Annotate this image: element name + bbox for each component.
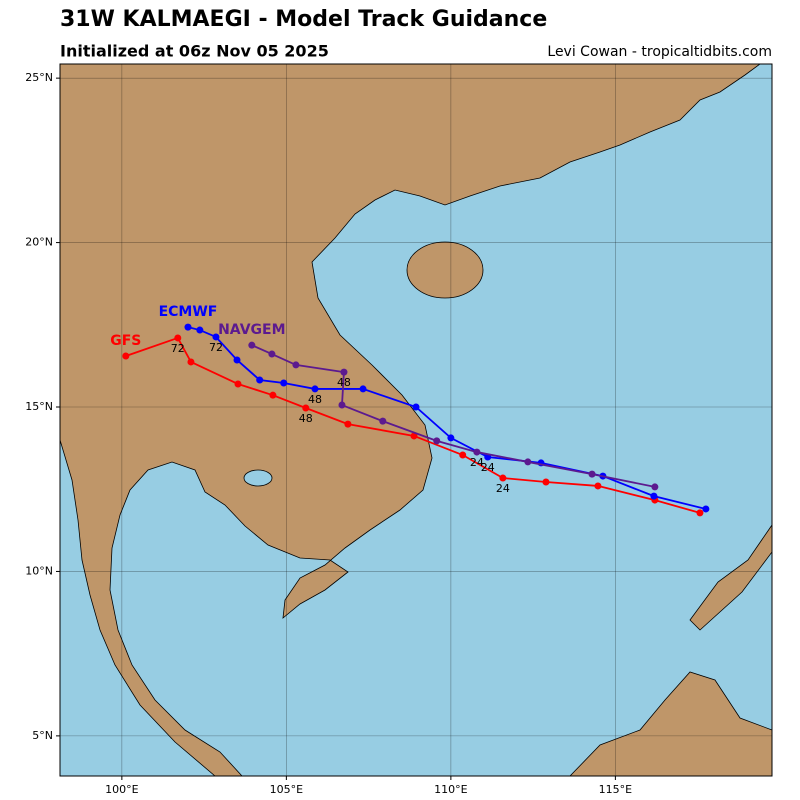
overlay: 100°E 105°E 110°E 115°E 5°N 10°N 15°N 20°N 25°N 2… [25,64,772,796]
track-point [234,380,242,388]
track-point [269,391,277,399]
track-point [280,379,288,387]
track-point [650,492,658,500]
track-point [248,341,256,349]
map [60,64,772,776]
hainan [406,241,484,299]
track-line [125,336,701,514]
x-tick-label: 105°E [270,783,303,796]
track-point [447,434,455,442]
plot-frame [59,63,773,777]
y-tick-label: 20°N [25,236,53,249]
track-point [594,482,602,490]
hour-label: 48 [308,393,322,406]
y-tick-label: 15°N [25,400,53,413]
y-tick-label: 10°N [25,564,53,577]
track-point [212,333,220,341]
mainland [60,64,761,776]
track-point [187,358,195,366]
x-tick-label: 100°E [105,783,138,796]
track-point [184,323,192,331]
chart-subtitle: Initialized at 06z Nov 05 2025 [60,42,329,61]
y-tick-label: 25°N [25,71,53,84]
track-point [344,420,352,428]
track-point [433,437,441,445]
track-point [473,448,481,456]
track-point [412,403,420,411]
track-point [196,326,204,334]
track-point [268,350,276,358]
track-point [542,478,550,486]
y-tick-label: 5°N [32,729,53,742]
series-label: GFS [110,333,141,349]
track-point [233,356,241,364]
track-point [256,376,264,384]
hour-label: 24 [470,456,484,469]
lake [243,469,273,487]
chart-title: 31W KALMAEGI - Model Track Guidance [60,7,547,32]
track-point [459,451,467,459]
track-point [340,368,348,376]
track-point [338,401,346,409]
x-tick-label: 110°E [434,783,467,796]
track-point [359,385,367,393]
hour-label: 48 [299,412,313,425]
series-label: NAVGEM [218,322,285,338]
track-point [499,474,507,482]
philippines [689,524,772,631]
track-point [524,458,532,466]
track-point [379,417,387,425]
series-label: ECMWF [159,304,218,320]
track-point [311,385,319,393]
track-point [702,505,710,513]
track-point [122,352,130,360]
track-point [588,470,596,478]
credit: Levi Cowan - tropicaltidbits.com [547,44,772,60]
track-point [292,361,300,369]
hour-label: 72 [171,342,185,355]
track-point [651,483,659,491]
hour-label: 72 [209,341,223,354]
hour-label: 48 [337,376,351,389]
track-point [696,509,704,517]
track-point [174,334,182,342]
x-tick-label: 115°E [599,783,632,796]
hour-label: 24 [496,482,510,495]
track-point [302,404,310,412]
track-point [410,432,418,440]
hour-label: 24 [481,461,495,474]
borneo [569,671,772,776]
